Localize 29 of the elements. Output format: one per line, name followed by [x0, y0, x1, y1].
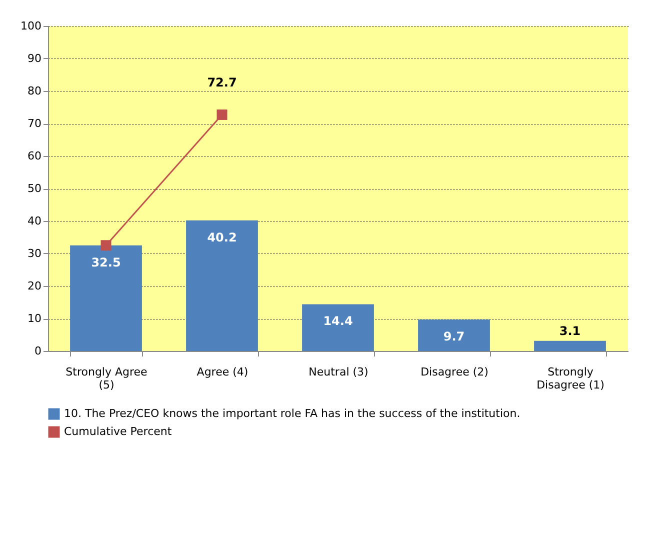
x-tick-label: Disagree (2)	[420, 366, 488, 378]
y-tick-label: 60	[28, 150, 42, 162]
data-label: 3.1	[559, 324, 581, 338]
bar	[186, 220, 258, 351]
bar	[534, 340, 606, 351]
data-label: 9.7	[443, 329, 465, 344]
x-tick-label: Strongly Disagree (1)	[536, 366, 604, 392]
legend-label: Cumulative Percent	[64, 425, 172, 438]
y-tick-label: 100	[20, 20, 42, 32]
y-tick-label: 0	[34, 344, 42, 358]
data-label: 40.2	[207, 230, 237, 244]
bar	[418, 319, 490, 351]
x-tick-label: Agree (4)	[196, 366, 248, 378]
y-tick-label: 50	[28, 182, 42, 195]
y-tick-label: 30	[28, 247, 42, 260]
y-tick-label: 80	[28, 84, 42, 98]
x-tick-label: Neutral (3)	[308, 366, 368, 378]
bar	[70, 245, 142, 351]
y-tick-label: 20	[28, 280, 42, 292]
y-tick-label: 40	[28, 214, 42, 228]
y-tick-label: 10	[28, 312, 42, 325]
data-label: 72.7	[207, 76, 237, 90]
y-tick-label: 90	[28, 52, 42, 65]
bar	[302, 304, 374, 351]
data-label: 32.5	[91, 255, 121, 270]
data-label: 14.4	[323, 314, 353, 328]
y-tick-label: 70	[28, 117, 42, 130]
legend-label: 10. The Prez/CEO knows the important role FA has in the success of the institution.	[64, 407, 520, 420]
x-tick-label: Strongly Agree (5)	[66, 366, 148, 392]
